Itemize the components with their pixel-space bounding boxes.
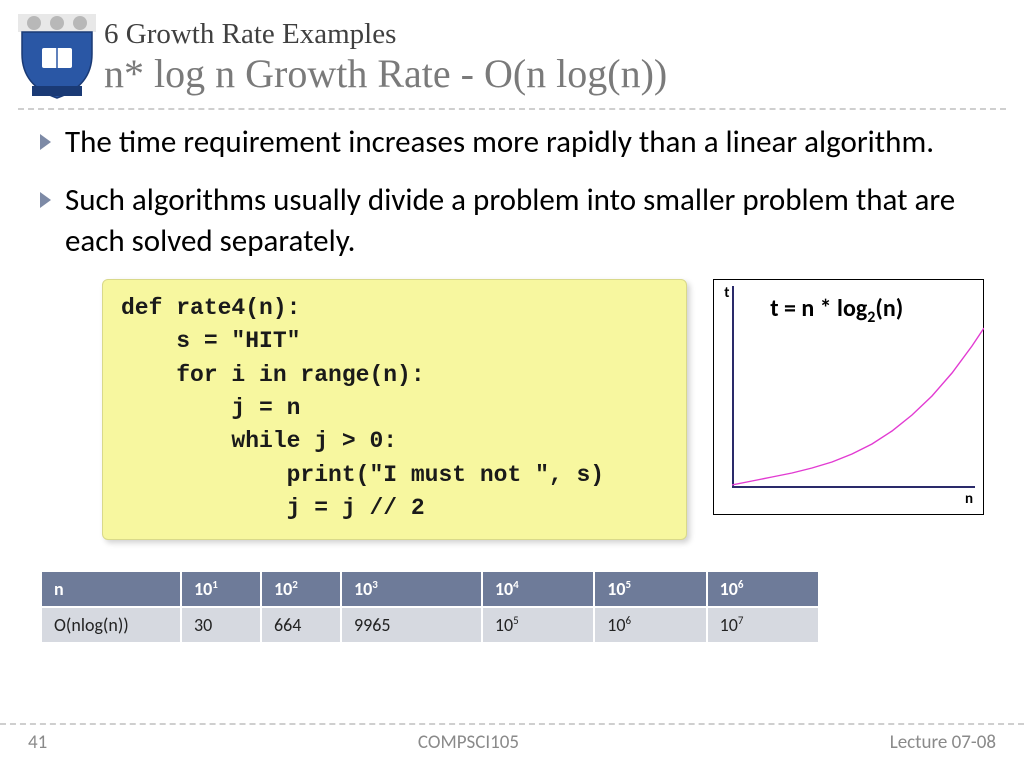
table-cell: 9965 <box>341 607 482 643</box>
table-data-row: O(nlog(n)) 30 664 9965 105 106 107 <box>41 607 819 643</box>
complexity-table: n 101 102 103 104 105 106 O(nlog(n)) 30 … <box>40 570 820 644</box>
table-cell: 106 <box>594 607 706 643</box>
slide-header: 6 Growth Rate Examples n* log n Growth R… <box>0 0 1024 106</box>
table-cell: 105 <box>482 607 594 643</box>
slide-pretitle: 6 Growth Rate Examples <box>104 18 1006 51</box>
university-logo <box>18 14 96 100</box>
slide-title: n* log n Growth Rate - O(n log(n)) <box>104 51 1006 97</box>
bullet-arrow-icon <box>40 192 51 208</box>
bullet-item: The time requirement increases more rapi… <box>40 122 984 162</box>
table-cell: 107 <box>707 607 819 643</box>
table-header-cell: 105 <box>594 571 706 607</box>
table-cell: 30 <box>181 607 261 643</box>
bullet-text: The time requirement increases more rapi… <box>65 122 934 162</box>
slide-footer: 41 COMPSCI105 Lecture 07-08 <box>0 723 1024 754</box>
code-block: def rate4(n): s = "HIT" for i in range(n… <box>102 279 687 540</box>
table-cell: O(nlog(n)) <box>41 607 181 643</box>
table-header-cell: 102 <box>261 571 341 607</box>
table-header-cell: 103 <box>341 571 482 607</box>
table-cell: 664 <box>261 607 341 643</box>
chart-y-label: t <box>724 284 729 302</box>
course-code: COMPSCI105 <box>418 731 519 754</box>
bullet-text: Such algorithms usually divide a problem… <box>65 180 984 261</box>
complexity-table-wrap: n 101 102 103 104 105 106 O(nlog(n)) 30 … <box>0 540 1024 644</box>
lecture-number: Lecture 07-08 <box>890 731 996 754</box>
table-header-cell: 106 <box>707 571 819 607</box>
growth-chart: t t = n * log2(n) n <box>713 279 984 515</box>
table-header-row: n 101 102 103 104 105 106 <box>41 571 819 607</box>
chart-x-label: n <box>965 490 973 508</box>
table-header-cell: 101 <box>181 571 261 607</box>
chart-curve <box>732 288 984 488</box>
slide-content: The time requirement increases more rapi… <box>0 110 1024 540</box>
slide-number: 41 <box>28 731 47 754</box>
bullet-arrow-icon <box>40 134 51 150</box>
table-header-cell: 104 <box>482 571 594 607</box>
table-header-cell: n <box>41 571 181 607</box>
bullet-item: Such algorithms usually divide a problem… <box>40 180 984 261</box>
